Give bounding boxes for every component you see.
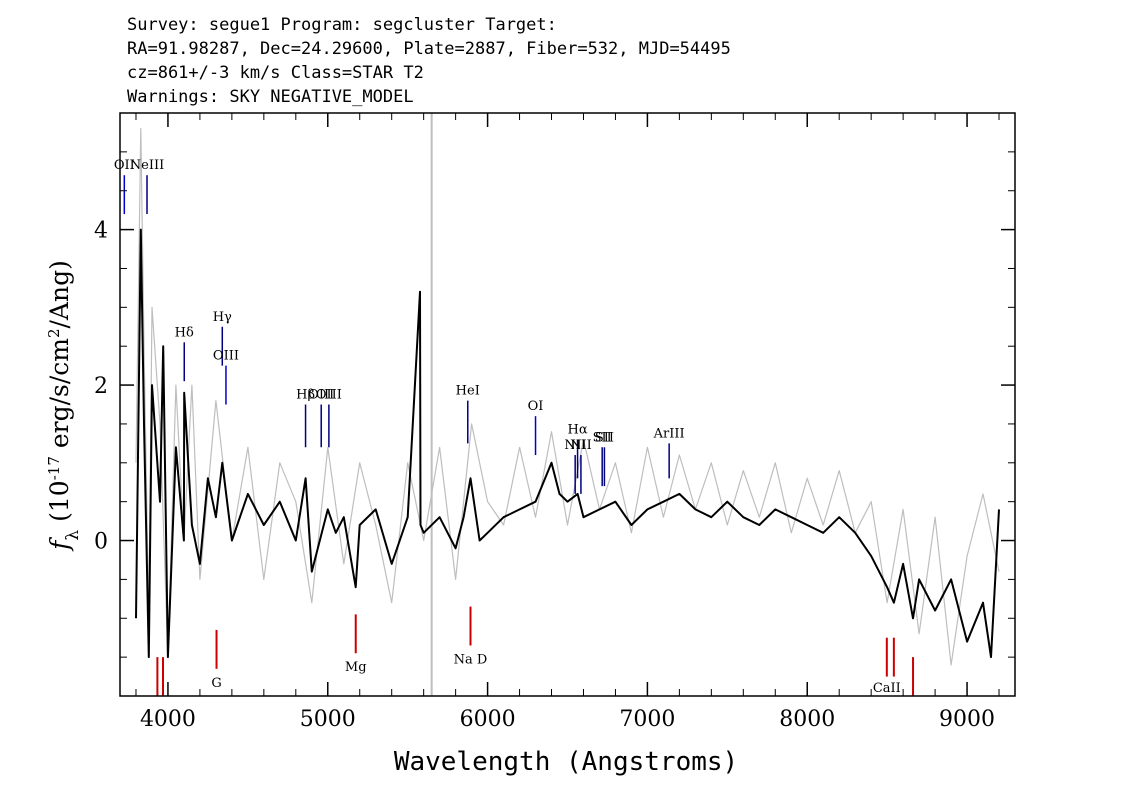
x-axis-title: Wavelength (Angstroms) [394,747,738,777]
x-tick-label: 7000 [619,707,675,732]
emission-label: OIII [213,349,239,364]
y-axis-title-part-0: f [45,537,74,552]
header-warnings-line: Warnings: SKY NEGATIVE_MODEL [127,87,414,107]
absorption-label: Mg [345,660,367,675]
emission-label: OI [528,399,544,414]
chart-header: Survey: segue1 Program: segcluster Targe… [127,15,731,107]
y-axis-title-part-2: (10 [45,480,74,530]
y-axis-title-part-1: λ [63,530,83,541]
header-survey-line: Survey: segue1 Program: segcluster Targe… [127,15,557,35]
emission-label: NII [564,438,586,453]
y-axis-title-part-4: erg/s/cm [45,338,74,456]
y-axis-title: fλ (10-17 erg/s/cm2/Ang) [45,260,83,552]
emission-label: Hβ [296,388,315,403]
x-tick-label: 5000 [300,707,356,732]
y-axis-title-part-6: /Ang) [45,260,74,328]
x-tick-label: 8000 [779,707,835,732]
y-tick-label: 4 [94,219,108,244]
x-tick-label: 9000 [939,707,995,732]
x-tick-label: 6000 [460,707,516,732]
emission-label: SII [593,430,612,445]
emission-label: OIII [316,388,342,403]
header-redshift-line: cz=861+/-3 km/s Class=STAR T2 [127,63,424,83]
series-model-line [135,228,1000,659]
header-coordinates-line: RA=91.98287, Dec=24.29600, Plate=2887, F… [127,39,731,59]
emission-label: Hδ [175,325,194,340]
emission-label: OII [114,158,135,173]
axes: 4000 5000 6000 7000 8000 9000 0 2 4 [94,112,1016,732]
emission-label: Hα [568,422,588,437]
y-axis-title-part-5: 2 [45,328,63,338]
plot-frame [119,112,1016,697]
emission-label: SII [595,430,614,445]
series-flux-line [135,127,1000,666]
y-tick-label: 0 [94,530,108,555]
y-axis-title-part-3: -17 [45,456,63,480]
plot-content [123,113,1000,696]
emission-label: NeIII [130,158,164,173]
y-tick-label: 2 [94,374,108,399]
emission-label: ArIII [653,426,685,441]
absorption-label: CaII [873,681,901,696]
emission-label: OIII [308,388,334,403]
emission-label: Hγ [213,310,232,325]
x-tick-label: 4000 [140,707,196,732]
emission-label: HeI [456,384,480,399]
emission-label: NII [570,438,592,453]
absorption-label: Na D [454,652,488,667]
absorption-label: G [211,676,221,691]
